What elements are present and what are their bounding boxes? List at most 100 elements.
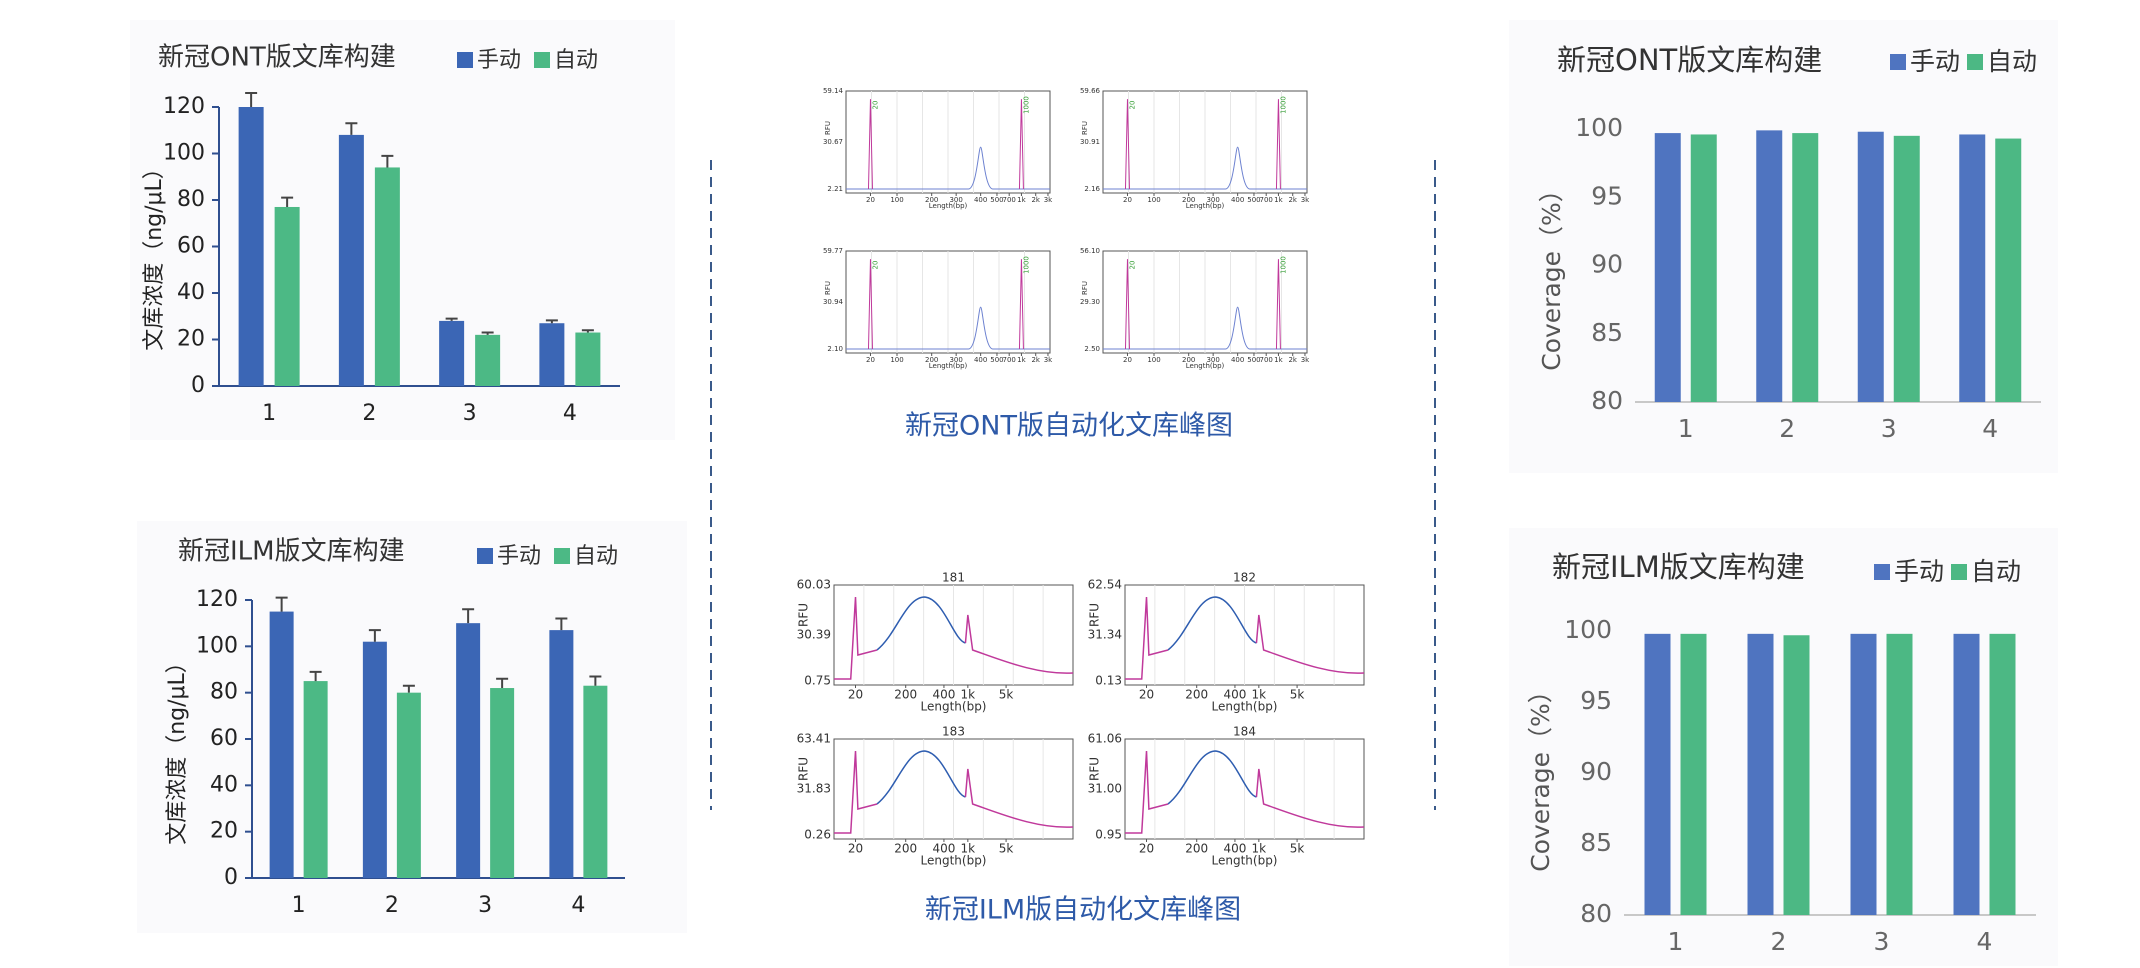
x-tick-label: 200 — [925, 196, 938, 204]
x-tick-label: 400 — [1223, 842, 1246, 856]
y-tick-label: 59.66 — [1080, 87, 1101, 95]
error-bar — [381, 154, 394, 168]
trace — [1018, 259, 1024, 350]
y-tick-label: 2.50 — [1084, 345, 1100, 353]
trace — [1103, 146, 1307, 190]
trace — [1275, 259, 1281, 350]
peak-label: 1000 — [1279, 256, 1287, 274]
trace — [1125, 596, 1365, 680]
bar — [1756, 130, 1783, 403]
bar — [1850, 633, 1877, 915]
y-tick-label: 61.06 — [1088, 732, 1122, 746]
x-tick-label: 1k — [1274, 196, 1283, 204]
x-tick-label: 5k — [999, 688, 1014, 702]
x-tick-label: 200 — [925, 356, 938, 364]
x-axis-label: Length(bp) — [1186, 362, 1225, 370]
bar — [396, 692, 421, 878]
y-tick-label: 60 — [210, 726, 238, 751]
x-tick-label: 500 — [990, 196, 1003, 204]
x-tick-label: 700 — [1260, 356, 1273, 364]
trace — [1275, 99, 1281, 190]
x-tick-label: 500 — [990, 356, 1003, 364]
bar — [1857, 131, 1884, 403]
x-tick-label: 100 — [890, 356, 903, 364]
x-tick-label: 3 — [1881, 414, 1897, 443]
y-axis-label: 文库浓度（ng/μL） — [165, 651, 190, 845]
legend-label: 手动 — [477, 48, 521, 73]
x-tick-label: 3k — [1044, 356, 1053, 364]
error-bar — [496, 677, 509, 689]
chart-title: 新冠ONT版文库构建 — [158, 43, 396, 73]
trace — [1124, 259, 1130, 350]
legend-swatch — [534, 52, 550, 68]
x-tick-label: 3 — [478, 893, 492, 918]
x-tick-label: 400 — [1223, 688, 1246, 702]
x-tick-label: 20 — [848, 688, 863, 702]
x-tick-label: 2 — [385, 893, 399, 918]
x-tick-label: 20 — [1123, 196, 1132, 204]
error-bar — [275, 596, 288, 612]
legend-swatch — [1967, 54, 1983, 70]
bar — [1654, 133, 1681, 402]
y-tick-label: 95 — [1580, 686, 1612, 715]
x-tick-label: 2 — [362, 401, 376, 426]
error-bar — [309, 670, 322, 682]
y-tick-label: 63.41 — [797, 732, 831, 746]
x-tick-label: 200 — [894, 688, 917, 702]
bar — [456, 623, 481, 878]
error-bar — [589, 675, 602, 686]
x-tick-label: 200 — [1182, 196, 1195, 204]
bar — [583, 685, 608, 878]
trace — [1125, 750, 1365, 834]
bar — [1680, 633, 1707, 915]
error-bar — [481, 331, 494, 335]
x-tick-label: 20 — [1139, 688, 1154, 702]
x-tick-label: 100 — [1147, 196, 1160, 204]
bar — [374, 167, 400, 386]
y-axis-label: Coverage（%） — [1526, 678, 1555, 872]
x-tick-label: 1 — [292, 893, 306, 918]
caption: 新冠ONT版自动化文库峰图 — [905, 411, 1233, 442]
x-tick-label: 20 — [848, 842, 863, 856]
bar — [362, 641, 387, 878]
y-tick-label: 60 — [177, 234, 205, 259]
x-tick-label: 1k — [1274, 356, 1283, 364]
bar — [1690, 134, 1717, 402]
error-bar — [368, 629, 381, 642]
y-tick-label: 100 — [163, 141, 205, 166]
bar — [575, 332, 601, 386]
bar — [490, 688, 515, 878]
panel-title: 184 — [1233, 725, 1256, 739]
y-tick-label: 85 — [1591, 318, 1623, 347]
y-axis-label: RFU — [1081, 281, 1089, 295]
bar — [1886, 633, 1913, 915]
y-tick-label: 40 — [210, 772, 238, 797]
error-bar — [402, 684, 415, 693]
trace — [1018, 99, 1024, 190]
x-tick-label: 2k — [1031, 196, 1040, 204]
y-tick-label: 0.26 — [804, 828, 831, 842]
legend-swatch — [554, 548, 570, 564]
error-bar — [462, 608, 475, 624]
bar — [475, 334, 501, 386]
x-tick-label: 300 — [1206, 356, 1219, 364]
x-tick-label: 2k — [1288, 356, 1297, 364]
y-tick-label: 100 — [1564, 615, 1612, 644]
x-tick-label: 4 — [1982, 414, 1998, 443]
x-tick-label: 100 — [1147, 356, 1160, 364]
y-tick-label: 20 — [210, 819, 238, 844]
y-axis-label: 文库浓度（ng/μL） — [142, 157, 167, 351]
trace — [846, 306, 1050, 350]
y-tick-label: 30.39 — [797, 628, 831, 642]
y-axis-label: Coverage（%） — [1537, 177, 1566, 371]
trace — [1167, 596, 1257, 651]
y-tick-label: 2.16 — [1084, 185, 1100, 193]
bar — [274, 206, 300, 386]
x-axis-label: Length(bp) — [921, 854, 987, 868]
y-tick-label: 0.75 — [804, 674, 831, 688]
x-tick-label: 1 — [1668, 927, 1684, 956]
x-tick-label: 400 — [932, 688, 955, 702]
trace — [1167, 750, 1257, 805]
y-axis-label: RFU — [1088, 603, 1102, 627]
trace — [1124, 99, 1130, 190]
